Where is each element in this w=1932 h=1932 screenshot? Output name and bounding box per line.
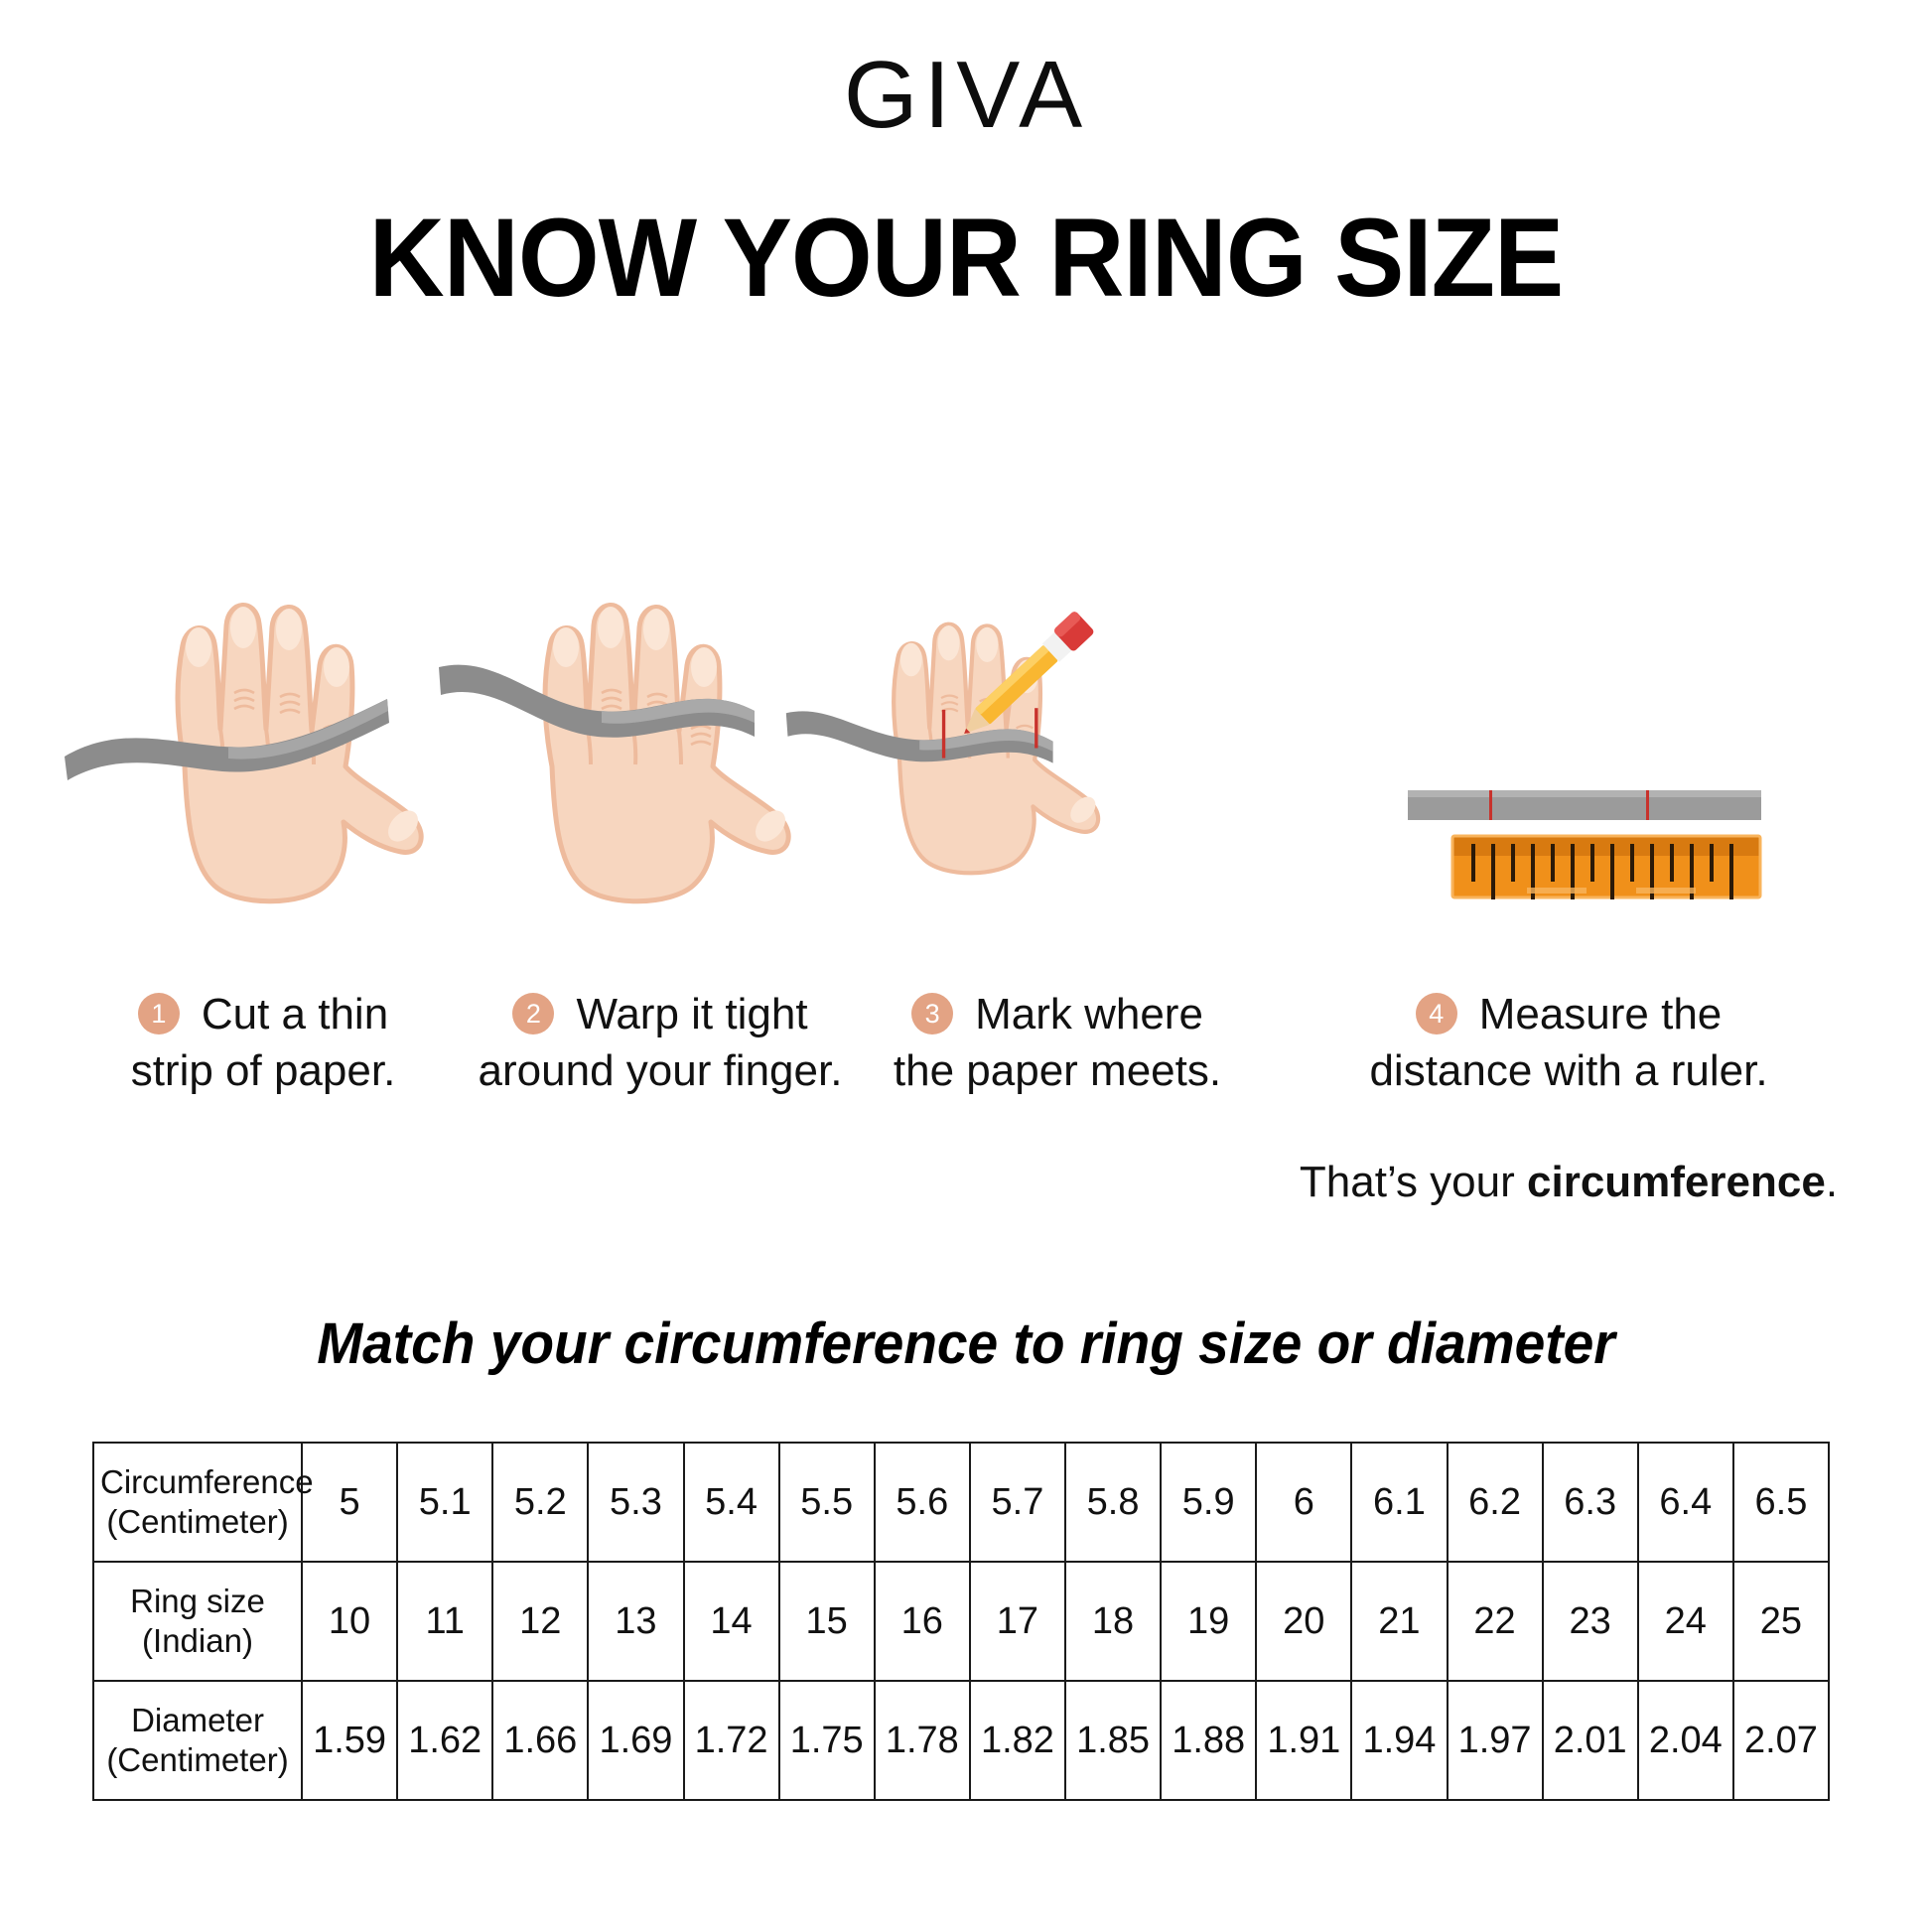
cell-circumference-12: 6.2	[1446, 1442, 1544, 1563]
ring-size-table: Circumference (Centimeter) 5 5.1 5.2 5.3…	[92, 1442, 1831, 1801]
ruler-and-strip-icon	[1320, 516, 1817, 933]
step-number-badge-1: 1	[137, 993, 180, 1035]
step-caption-circumference-bold: circumference	[1527, 1158, 1826, 1207]
step-caption-line1-4: Measure the	[1478, 990, 1723, 1039]
cell-diameter-12: 1.97	[1446, 1680, 1544, 1801]
hand-wrapping-strip-icon	[427, 516, 844, 933]
cell-ringsize-0: 10	[300, 1561, 399, 1682]
row-label-diameter: Diameter (Centimeter)	[92, 1680, 303, 1801]
cell-diameter-5: 1.75	[777, 1680, 876, 1801]
cell-circumference-4: 5.4	[682, 1442, 780, 1563]
cell-diameter-15: 2.07	[1731, 1680, 1831, 1801]
cell-circumference-5: 5.5	[777, 1442, 876, 1563]
cell-ringsize-15: 25	[1731, 1561, 1831, 1682]
step-caption-rest2-suffix: .	[1825, 1158, 1839, 1207]
cell-ringsize-9: 19	[1160, 1561, 1258, 1682]
cell-ringsize-11: 21	[1350, 1561, 1449, 1682]
hand-with-paper-strip-icon	[60, 516, 477, 933]
step-caption-rest-4: distance with a ruler.	[1369, 1045, 1768, 1095]
table-row: Circumference (Centimeter) 5 5.1 5.2 5.3…	[92, 1442, 1831, 1563]
cell-ringsize-8: 18	[1063, 1561, 1163, 1682]
hand-with-pencil-mark-icon	[769, 516, 1186, 933]
cell-diameter-7: 1.82	[968, 1680, 1067, 1801]
cell-diameter-6: 1.78	[873, 1680, 971, 1801]
step-caption-rest2-4: That’s your circumference.	[1281, 1155, 1857, 1210]
cell-circumference-11: 6.1	[1350, 1442, 1449, 1563]
cell-diameter-0: 1.59	[300, 1680, 399, 1801]
page-title: KNOW YOUR RING SIZE	[368, 196, 1565, 320]
cell-diameter-8: 1.85	[1063, 1680, 1163, 1801]
cell-circumference-6: 5.6	[873, 1442, 971, 1563]
cell-ringsize-1: 11	[396, 1561, 494, 1682]
row-label-ring-size: Ring size (Indian)	[92, 1561, 303, 1682]
cell-circumference-1: 5.1	[396, 1442, 494, 1563]
cell-ringsize-13: 23	[1541, 1561, 1639, 1682]
table-row: Diameter (Centimeter) 1.59 1.62 1.66 1.6…	[92, 1680, 1831, 1801]
cell-circumference-15: 6.5	[1731, 1442, 1831, 1563]
cell-circumference-7: 5.7	[968, 1442, 1067, 1563]
cell-diameter-1: 1.62	[396, 1680, 494, 1801]
step-captions-row: 1 Cut a thin strip of paper. 2 Warp it tig…	[0, 931, 1932, 1206]
cell-ringsize-3: 13	[587, 1561, 685, 1682]
step-caption-4: 4 Measure the distance with a ruler. That…	[1281, 931, 1857, 1267]
cell-circumference-2: 5.2	[491, 1442, 590, 1563]
cell-ringsize-12: 22	[1446, 1561, 1544, 1682]
cell-circumference-3: 5.3	[587, 1442, 685, 1563]
cell-circumference-14: 6.4	[1636, 1442, 1734, 1563]
cell-diameter-9: 1.88	[1160, 1680, 1258, 1801]
cell-diameter-11: 1.94	[1350, 1680, 1449, 1801]
cell-ringsize-14: 24	[1636, 1561, 1734, 1682]
step-caption-rest-2: around your finger.	[478, 1045, 843, 1095]
step-caption-line1-1: Cut a thin	[201, 990, 389, 1039]
step-caption-rest-1: strip of paper.	[130, 1045, 396, 1095]
step-number-badge-3: 3	[911, 993, 954, 1035]
cell-diameter-10: 1.91	[1255, 1680, 1353, 1801]
brand-logo: GIVA	[843, 42, 1089, 148]
step-caption-2: 2 Warp it tight around your finger.	[467, 931, 854, 1155]
row-label-circumference: Circumference (Centimeter)	[92, 1442, 314, 1563]
step-caption-rest2-prefix: That’s your	[1299, 1158, 1527, 1207]
table-row: Ring size (Indian) 10 11 12 13 14 15 16 …	[92, 1561, 1831, 1682]
cell-ringsize-2: 12	[491, 1561, 590, 1682]
cell-diameter-3: 1.69	[587, 1680, 685, 1801]
step-number-badge-4: 4	[1415, 993, 1457, 1035]
size-table-body: Circumference (Centimeter) 5 5.1 5.2 5.3…	[92, 1442, 1831, 1801]
step-caption-rest-3: the paper meets.	[893, 1045, 1222, 1095]
step-caption-line1-2: Warp it tight	[576, 990, 808, 1039]
step-caption-3: 3 Mark where the paper meets.	[874, 931, 1241, 1155]
cell-ringsize-10: 20	[1255, 1561, 1353, 1682]
cell-ringsize-5: 15	[777, 1561, 876, 1682]
step-number-badge-2: 2	[512, 993, 555, 1035]
size-table-container: Circumference (Centimeter) 5 5.1 5.2 5.3…	[92, 1442, 1831, 1801]
cell-diameter-13: 2.01	[1541, 1680, 1639, 1801]
table-subtitle: Match your circumference to ring size or…	[317, 1311, 1615, 1376]
cell-circumference-0: 5	[300, 1442, 399, 1563]
cell-circumference-10: 6	[1255, 1442, 1353, 1563]
cell-diameter-14: 2.04	[1636, 1680, 1734, 1801]
step-illustrations-row	[0, 516, 1932, 933]
step-caption-1: 1 Cut a thin strip of paper.	[99, 931, 427, 1155]
cell-circumference-9: 5.9	[1160, 1442, 1258, 1563]
step-caption-line1-3: Mark where	[975, 990, 1203, 1039]
cell-ringsize-4: 14	[682, 1561, 780, 1682]
cell-circumference-13: 6.3	[1541, 1442, 1639, 1563]
cell-diameter-2: 1.66	[491, 1680, 590, 1801]
cell-ringsize-7: 17	[968, 1561, 1067, 1682]
cell-ringsize-6: 16	[873, 1561, 971, 1682]
cell-diameter-4: 1.72	[682, 1680, 780, 1801]
cell-circumference-8: 5.8	[1063, 1442, 1163, 1563]
